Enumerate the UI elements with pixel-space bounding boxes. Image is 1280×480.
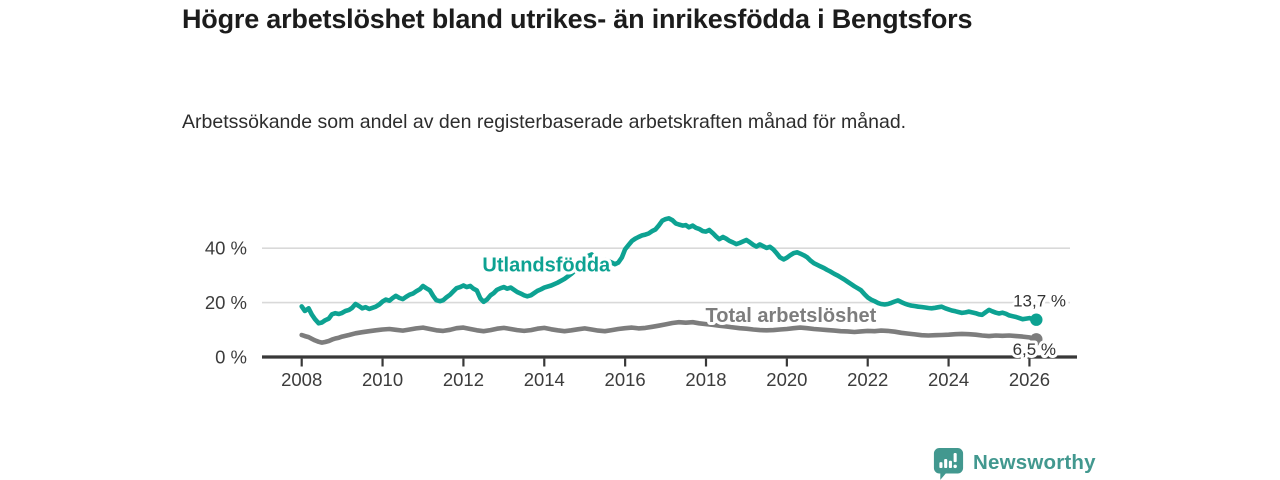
x-tick-label-2022: 2022 (847, 369, 888, 390)
end-value-label-total-arbetsl-shet: 6,5 % (1013, 340, 1056, 359)
x-tick-label-2008: 2008 (281, 369, 322, 390)
x-axis (262, 355, 1077, 367)
y-tick-label-40: 40 % (205, 238, 247, 259)
x-tick-label-2024: 2024 (928, 369, 969, 390)
x-tick-label-2018: 2018 (685, 369, 726, 390)
y-tick-label-0: 0 % (215, 347, 247, 368)
series-end-dot-total-arbetsl-shet (1030, 333, 1043, 346)
x-tick-label-2020: 2020 (766, 369, 807, 390)
end-value-label-utlandsf-dda: 13,7 % (1013, 292, 1066, 311)
series-lines (299, 216, 1039, 345)
x-tick-labels: 2008 2010 2012 2014 2016 2018 2020 2022 2024 2026 (281, 369, 1050, 390)
x-tick-label-2014: 2014 (524, 369, 565, 390)
x-tick-label-2026: 2026 (1009, 369, 1050, 390)
series-line-utlandsf-dda (299, 216, 1039, 326)
y-tick-label-20: 20 % (205, 292, 247, 313)
page-title: Högre arbetslöshet bland utrikes- än inr… (182, 4, 973, 34)
series-line-total-arbetsl-shet (299, 319, 1039, 345)
newsworthy-wordmark: Newsworthy (973, 451, 1096, 474)
x-tick-label-2010: 2010 (362, 369, 403, 390)
series-label-total-arbetsl-shet: Total arbetslöshet (706, 305, 877, 327)
x-tick-label-2012: 2012 (443, 369, 484, 390)
series-labels: Utlandsfödda Total arbetslöshet (479, 251, 879, 330)
speech-bubble-shape (933, 447, 964, 480)
bar-chart-glyph (939, 452, 957, 468)
gridlines (262, 247, 1070, 304)
chart-subtitle: Arbetssökande som andel av den registerb… (182, 111, 907, 133)
newsworthy-logo: Newsworthy (933, 446, 1096, 480)
value-labels: 13,7 % 6,5 % (1010, 289, 1069, 362)
series-end-dots (1030, 313, 1043, 346)
x-tick-label-2016: 2016 (605, 369, 646, 390)
series-label-utlandsf-dda: Utlandsfödda (482, 254, 611, 276)
newsworthy-bubble-chart-icon (933, 447, 964, 480)
series-end-dot-utlandsf-dda (1030, 313, 1043, 326)
y-tick-labels: 0 % 20 % 40 % (205, 238, 247, 368)
